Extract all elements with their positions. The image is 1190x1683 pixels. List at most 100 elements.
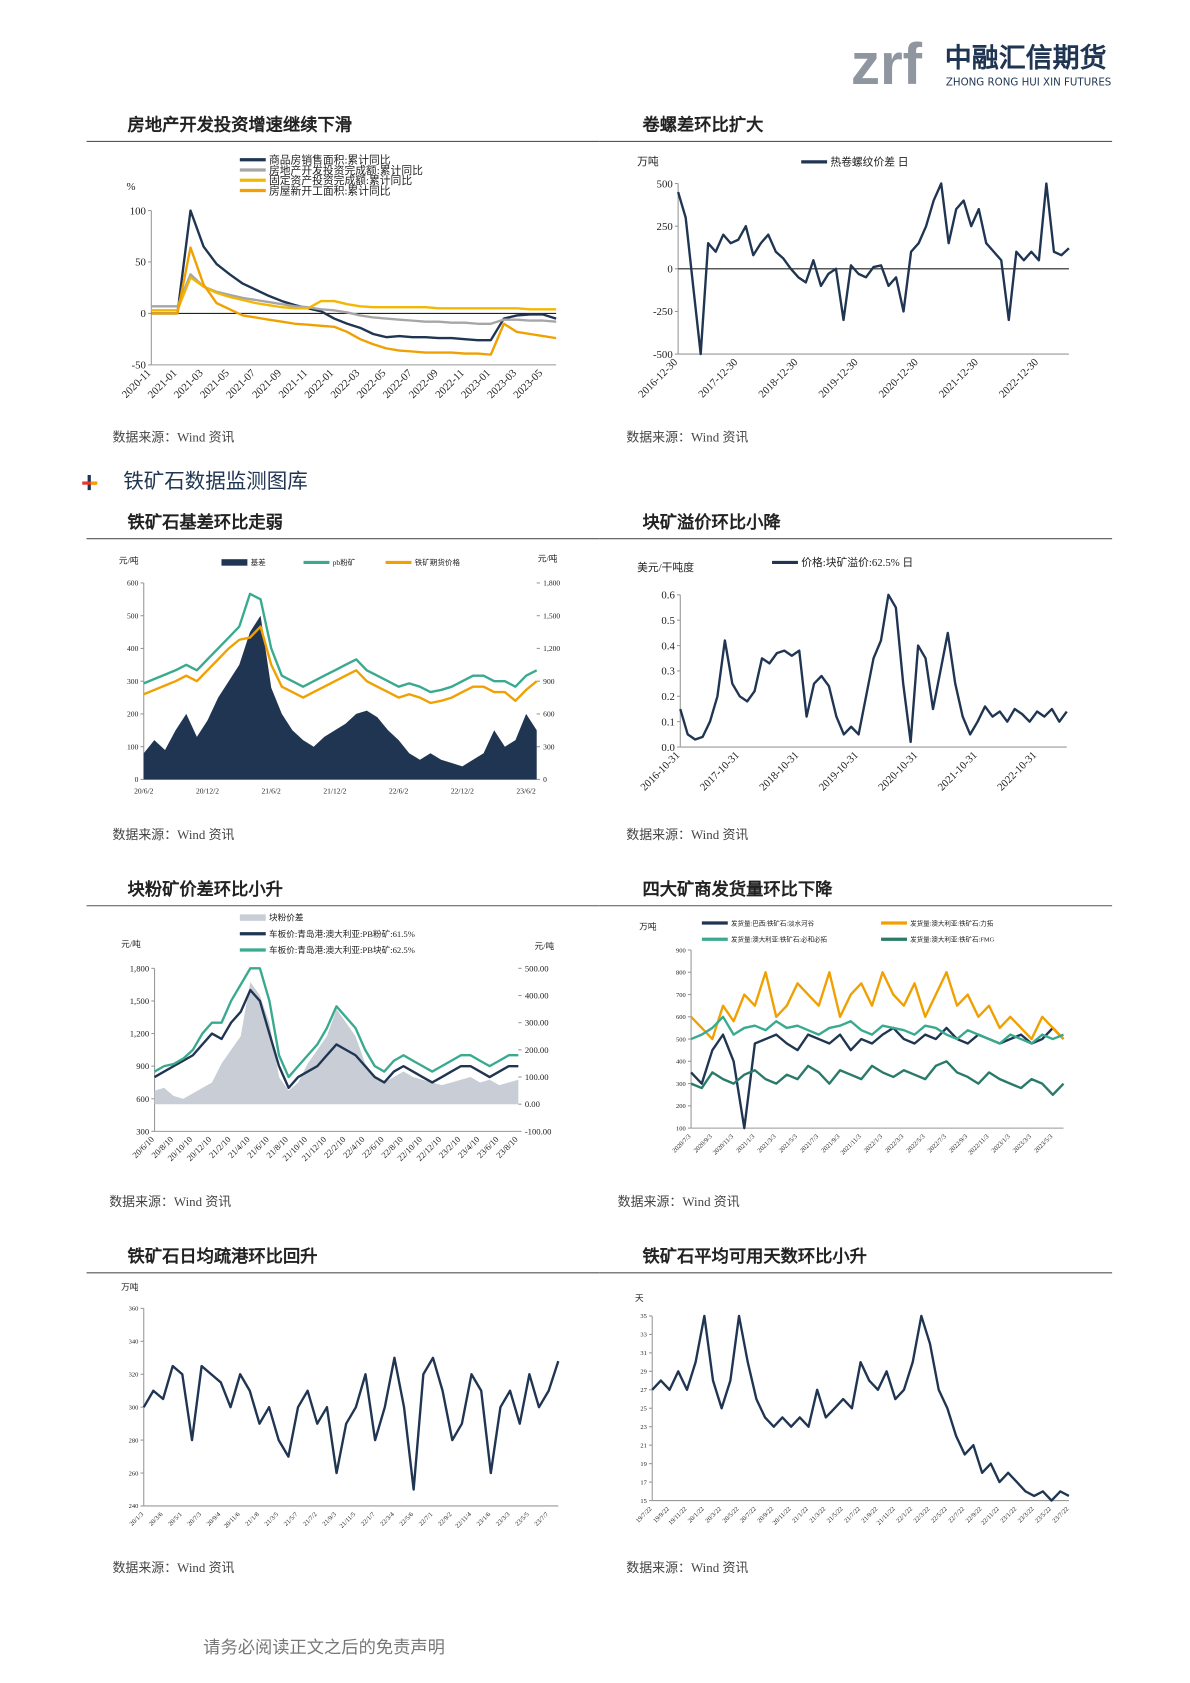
- area-series: [143, 615, 537, 780]
- x-tick-label: 19/7/22: [635, 1506, 654, 1525]
- x-tick-label: 20/9/4: [206, 1511, 223, 1528]
- y-tick-label: 35: [640, 1313, 646, 1320]
- y-tick-label: 600: [676, 1014, 686, 1021]
- x-tick-label: 2021/5/3: [778, 1133, 799, 1154]
- x-tick-label: 22/7/22: [947, 1506, 966, 1525]
- line-series: [143, 625, 538, 705]
- y-tick-label: 200: [127, 710, 139, 719]
- x-tick-label: 20/12/2: [196, 786, 219, 795]
- x-tick-label: 23/3/3: [495, 1511, 512, 1528]
- x-tick-label: 21/3/22: [808, 1506, 827, 1525]
- x-tick-label: 23/3/22: [1017, 1506, 1036, 1525]
- y-tick-label: -50: [132, 360, 146, 372]
- y2-tick-label: 1,200: [543, 644, 560, 653]
- x-tick-label: 2016-12-30: [636, 356, 680, 400]
- x-tick-label: 2021/11/3: [839, 1133, 862, 1156]
- line-series: [679, 593, 1068, 744]
- source-note: 数据来源：Wind 资讯: [112, 430, 234, 445]
- y2-tick-label: 300: [543, 742, 555, 751]
- source-note: 数据来源：Wind 资讯: [112, 827, 234, 842]
- y-tick-label: 50: [135, 257, 146, 269]
- chart-heading: 块矿溢价环比小降: [642, 512, 781, 532]
- x-tick-label: 21/11/22: [876, 1506, 897, 1527]
- legend-label: 发货量:澳大利亚:铁矿石:必和必拓: [731, 934, 827, 943]
- chart-heading: 块粉矿价差环比小升: [128, 879, 283, 899]
- x-tick-label: 22/1/7: [360, 1511, 377, 1528]
- y-tick-label: -250: [653, 306, 673, 318]
- x-tick-label: 21/1/8: [244, 1511, 261, 1528]
- y-tick-label: 100: [130, 205, 146, 217]
- x-tick-label: 2019-12-30: [817, 356, 861, 400]
- legend-label: 发货量:澳大利亚:铁矿石:FMG: [910, 934, 994, 943]
- x-tick-label: 20/3/6: [148, 1511, 165, 1528]
- line-series: [651, 1314, 1070, 1502]
- y-tick-label: 100: [127, 742, 139, 751]
- y-axis-label: 元/吨: [119, 555, 139, 566]
- y2-tick-label: 1,800: [543, 579, 560, 588]
- chart-heading: 卷螺差环比扩大: [641, 115, 764, 135]
- x-tick-label: 21/1/22: [791, 1506, 810, 1525]
- y-tick-label: 240: [129, 1503, 139, 1510]
- y-tick-label: 0.2: [661, 691, 674, 703]
- legend-swatch: [221, 559, 248, 566]
- y2-tick-label: 0: [543, 775, 547, 784]
- y2-tick-label: 100.00: [525, 1072, 549, 1082]
- legend-label: 房地产开发投资完成额:累计同比: [269, 164, 423, 177]
- x-tick-label: 20/11/6: [223, 1511, 242, 1530]
- legend-label: 车板价:青岛港:澳大利亚:PB粉矿:61.5%: [269, 928, 415, 939]
- y-axis-label: 万吨: [639, 920, 657, 931]
- y-axis-label: 元/吨: [121, 938, 141, 949]
- y2-tick-label: -100.00: [525, 1126, 552, 1136]
- line-series: [676, 182, 1070, 356]
- x-tick-label: 21/11/5: [338, 1511, 357, 1530]
- company-name: 中融汇信期货: [945, 42, 1107, 74]
- y2-tick-label: 0.00: [525, 1099, 540, 1109]
- x-tick-label: 22/5/22: [930, 1506, 949, 1525]
- source-note: 数据来源：Wind 资讯: [626, 827, 748, 842]
- y-tick-label: 340: [129, 1339, 139, 1346]
- y-tick-label: 0: [141, 308, 146, 320]
- x-tick-label: 2021-12-30: [937, 356, 981, 400]
- x-tick-label: 19/11/22: [667, 1506, 688, 1527]
- y-tick-label: 200: [676, 1103, 686, 1110]
- legend-label: 车板价:青岛港:澳大利亚:PB块矿:62.5%: [269, 944, 415, 955]
- x-tick-label: 23/8/10: [494, 1134, 520, 1160]
- y-tick-label: 31: [640, 1350, 646, 1357]
- legend-swatch: [239, 914, 266, 921]
- x-tick-label: 21/3/5: [263, 1511, 280, 1528]
- x-tick-label: 23/7/22: [1051, 1506, 1070, 1525]
- x-tick-label: 2020-12-30: [877, 356, 921, 400]
- legend-label: 铁矿期货价格: [415, 557, 461, 567]
- y2-axis-label: 元/吨: [535, 940, 555, 951]
- y-axis-label: 天: [635, 1293, 644, 1303]
- y2-tick-label: 900: [543, 677, 555, 686]
- x-tick-label: 21/7/2: [302, 1511, 319, 1528]
- y-tick-label: 0.4: [661, 640, 675, 652]
- x-tick-label: 22/1/22: [895, 1506, 914, 1525]
- x-tick-label: 21/5/22: [826, 1506, 845, 1525]
- x-tick-label: 2018-10-31: [757, 749, 801, 793]
- x-tick-label: 22/6/2: [389, 786, 409, 795]
- y-tick-label: 300: [136, 1126, 149, 1136]
- x-tick-label: 2018-12-30: [756, 356, 800, 400]
- legend-label: 块粉价差: [269, 912, 304, 923]
- line-series: [151, 246, 557, 356]
- y-tick-label: 27: [640, 1387, 647, 1394]
- y-tick-label: 700: [676, 992, 686, 999]
- y-axis-label: 美元/干吨度: [637, 561, 694, 574]
- legend-label: 房屋新开工面积:累计同比: [269, 184, 391, 197]
- x-tick-label: 20/7/3: [186, 1511, 203, 1528]
- legend-label: 基差: [251, 557, 267, 567]
- x-tick-label: 23/5/5: [514, 1511, 531, 1528]
- x-tick-label: 2021/7/3: [799, 1133, 820, 1154]
- x-tick-label: 2023/5/3: [1033, 1133, 1054, 1154]
- legend-label: 发货量:澳大利亚:铁矿石:力拓: [910, 918, 994, 927]
- section-icon: [82, 474, 98, 491]
- y-tick-label: 15: [640, 1498, 646, 1505]
- y-tick-label: 0: [135, 775, 139, 784]
- x-tick-label: 2021/3/3: [756, 1133, 777, 1154]
- x-tick-label: 2020/7/3: [671, 1133, 692, 1154]
- legend-label: 价格:块矿溢价:62.5% 日: [801, 556, 913, 569]
- chart-heading: 铁矿石基差环比走弱: [128, 512, 283, 532]
